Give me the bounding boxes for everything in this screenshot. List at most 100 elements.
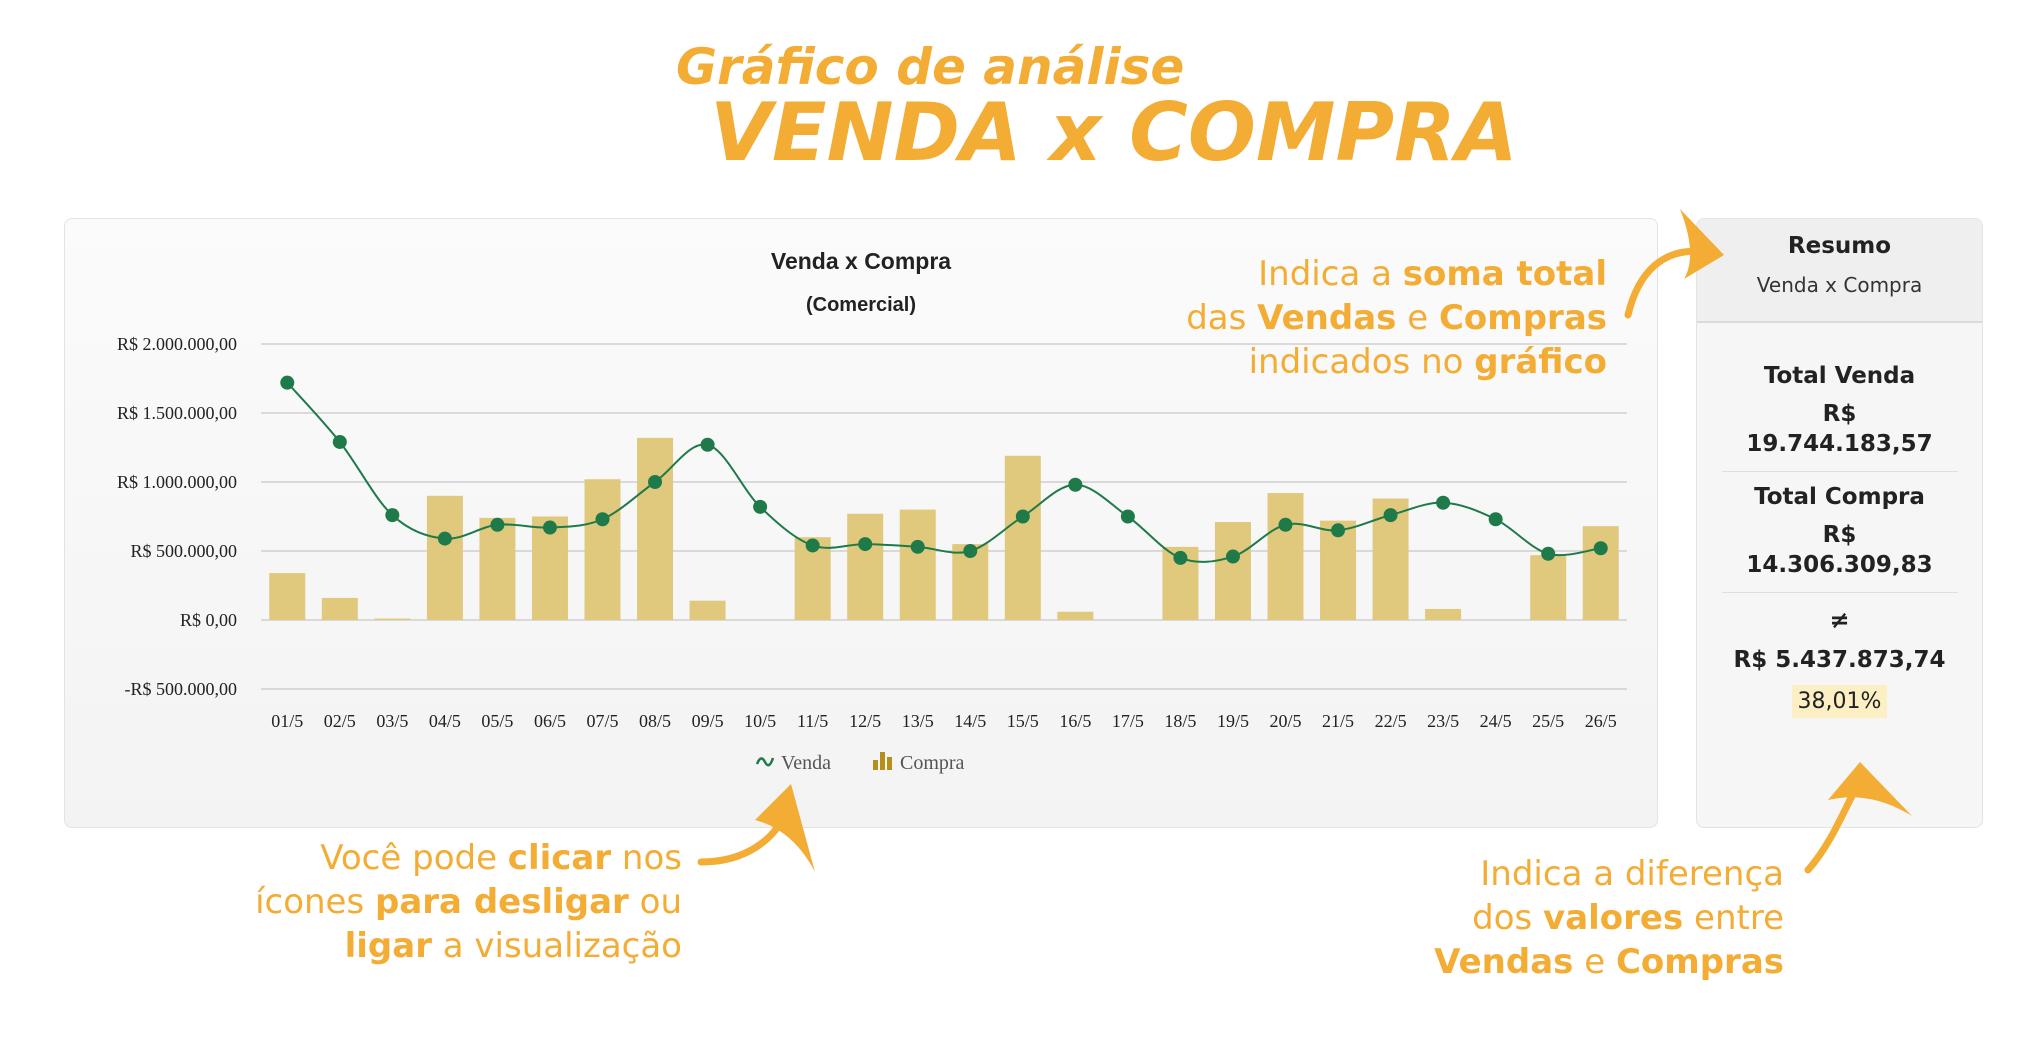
point-venda[interactable] bbox=[1383, 508, 1398, 523]
legend-item-compra[interactable]: Compra bbox=[873, 752, 965, 774]
bar-compra[interactable] bbox=[847, 513, 884, 620]
bar-compra[interactable] bbox=[374, 618, 411, 620]
arrow-to-summary-icon bbox=[1624, 209, 1724, 319]
bar-compra[interactable] bbox=[1057, 611, 1094, 620]
point-venda[interactable] bbox=[1436, 495, 1451, 510]
x-tick-label: 04/5 bbox=[429, 711, 461, 731]
bar-compra[interactable] bbox=[1267, 493, 1304, 620]
y-tick-label: R$ 2.000.000,00 bbox=[117, 334, 237, 354]
point-venda[interactable] bbox=[1068, 477, 1083, 492]
bar-compra[interactable] bbox=[479, 517, 516, 620]
x-tick-label: 24/5 bbox=[1480, 711, 1512, 731]
not-equal-icon: ≠ bbox=[1829, 606, 1850, 634]
point-venda[interactable] bbox=[1593, 541, 1608, 556]
x-tick-label: 22/5 bbox=[1375, 711, 1407, 731]
point-venda[interactable] bbox=[805, 538, 820, 553]
x-tick-label: 21/5 bbox=[1322, 711, 1354, 731]
point-venda[interactable] bbox=[753, 499, 768, 514]
point-venda[interactable] bbox=[1488, 512, 1503, 527]
x-tick-label: 26/5 bbox=[1585, 711, 1617, 731]
total-venda-currency: R$ bbox=[1822, 401, 1857, 427]
bar-compra[interactable] bbox=[899, 509, 936, 620]
header-subtitle: Gráfico de análise bbox=[676, 38, 1185, 96]
legend-item-venda[interactable]: Venda bbox=[755, 752, 831, 774]
x-tick-label: 18/5 bbox=[1164, 711, 1196, 731]
x-tick-label: 12/5 bbox=[849, 711, 881, 731]
point-venda[interactable] bbox=[1015, 509, 1030, 524]
bar-compra[interactable] bbox=[426, 495, 463, 620]
x-tick-label: 25/5 bbox=[1532, 711, 1564, 731]
bar-compra[interactable] bbox=[269, 573, 306, 620]
point-venda[interactable] bbox=[963, 544, 978, 558]
annotation-text-bold: gráfico bbox=[1474, 342, 1607, 382]
point-venda[interactable] bbox=[385, 508, 400, 523]
x-tick-label: 03/5 bbox=[376, 711, 408, 731]
point-venda[interactable] bbox=[490, 517, 505, 532]
point-venda[interactable] bbox=[1541, 546, 1556, 561]
annotation-text: Você pode bbox=[320, 838, 508, 878]
x-tick-label: 08/5 bbox=[639, 711, 671, 731]
x-tick-label: 06/5 bbox=[534, 711, 566, 731]
point-venda[interactable] bbox=[1331, 523, 1346, 538]
annotation-text-bold: clicar bbox=[507, 838, 612, 878]
point-venda[interactable] bbox=[858, 537, 873, 552]
annotation-text: a visualização bbox=[431, 926, 682, 966]
annotation-text-bold: ligar bbox=[344, 926, 432, 966]
y-tick-label: R$ 1.000.000,00 bbox=[117, 472, 237, 492]
arrow-to-difference-icon bbox=[1804, 762, 1912, 874]
sales-purchase-chart: Venda x Compra (Comercial) R$ 2.000.000,… bbox=[117, 248, 1627, 774]
bar-compra[interactable] bbox=[1582, 526, 1619, 620]
point-venda[interactable] bbox=[1173, 550, 1188, 565]
bar-compra[interactable] bbox=[1530, 555, 1567, 620]
x-tick-label: 14/5 bbox=[954, 711, 986, 731]
y-tick-label: R$ 500.000,00 bbox=[130, 541, 237, 561]
point-venda[interactable] bbox=[1120, 509, 1135, 524]
summary-panel: Resumo Venda x Compra Total Venda R$ 19.… bbox=[1696, 218, 1983, 828]
point-venda[interactable] bbox=[700, 437, 715, 452]
annotation-text-bold: Compras bbox=[1615, 942, 1784, 982]
legend-label-compra: Compra bbox=[900, 752, 965, 774]
annotation-text: e bbox=[1396, 298, 1439, 338]
bar-compra[interactable] bbox=[1004, 455, 1041, 620]
point-venda[interactable] bbox=[437, 531, 452, 546]
summary-subtitle: Venda x Compra bbox=[1756, 273, 1923, 297]
total-venda-block: Total Venda R$ 19.744.183,57 bbox=[1697, 323, 1982, 471]
point-venda[interactable] bbox=[1225, 549, 1240, 564]
point-venda[interactable] bbox=[595, 512, 610, 527]
x-tick-label: 20/5 bbox=[1269, 711, 1301, 731]
bar-compra[interactable] bbox=[1214, 522, 1251, 620]
point-venda[interactable] bbox=[910, 539, 925, 554]
annotation-text: e bbox=[1573, 942, 1616, 982]
annotation-text-bold: para desligar bbox=[375, 882, 629, 922]
arrow-to-legend-icon bbox=[697, 784, 815, 872]
bar-compra[interactable] bbox=[637, 437, 674, 620]
legend-label-venda: Venda bbox=[781, 752, 831, 774]
annotation-total: Indica a soma total das Vendas e Compras… bbox=[1186, 252, 1607, 384]
total-venda-value: 19.744.183,57 bbox=[1746, 431, 1933, 457]
point-venda[interactable] bbox=[648, 475, 663, 489]
bar-compra[interactable] bbox=[584, 479, 621, 620]
point-venda[interactable] bbox=[332, 434, 347, 449]
annotation-text: das bbox=[1186, 298, 1258, 338]
bar-compra[interactable] bbox=[321, 597, 358, 620]
annotation-text: entre bbox=[1683, 898, 1784, 938]
point-venda[interactable] bbox=[1278, 517, 1293, 532]
bar-compra[interactable] bbox=[1425, 608, 1462, 620]
x-tick-label: 09/5 bbox=[692, 711, 724, 731]
x-tick-label: 02/5 bbox=[324, 711, 356, 731]
point-venda[interactable] bbox=[280, 375, 295, 390]
annotation-text-bold: Compras bbox=[1438, 298, 1607, 338]
annotation-text: ou bbox=[628, 882, 682, 922]
total-compra-block: Total Compra R$ 14.306.309,83 bbox=[1697, 472, 1982, 592]
y-tick-label: R$ 1.500.000,00 bbox=[117, 403, 237, 423]
summary-title: Resumo bbox=[1787, 233, 1892, 259]
bar-compra[interactable] bbox=[689, 600, 726, 620]
x-tick-label: 07/5 bbox=[586, 711, 618, 731]
difference-value: R$ 5.437.873,74 bbox=[1733, 647, 1946, 673]
chart-subtitle: (Comercial) bbox=[806, 294, 916, 316]
summary-divider bbox=[1721, 592, 1958, 593]
annotation-text: Indica a bbox=[1258, 254, 1403, 294]
difference-block: ≠ R$ 5.437.873,74 38,01% bbox=[1697, 593, 1982, 718]
point-venda[interactable] bbox=[542, 520, 557, 535]
x-tick-label: 16/5 bbox=[1059, 711, 1091, 731]
